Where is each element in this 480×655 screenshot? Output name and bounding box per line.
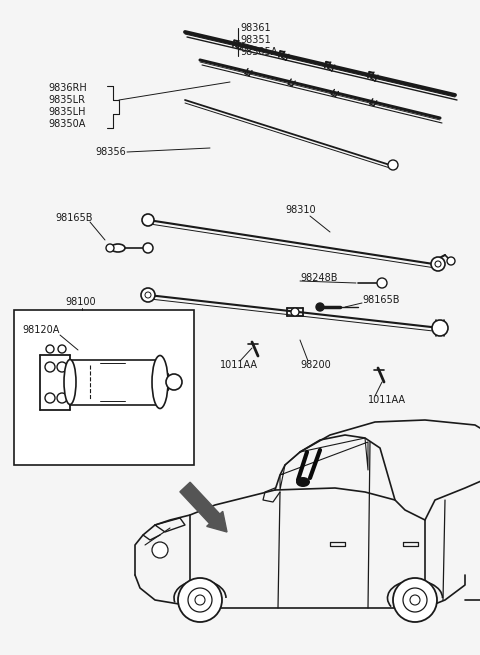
Ellipse shape [296, 477, 310, 487]
Circle shape [432, 320, 448, 336]
Circle shape [188, 588, 212, 612]
Text: 9835LH: 9835LH [48, 107, 85, 117]
Text: 98165B: 98165B [362, 295, 399, 305]
Text: 98165B: 98165B [55, 213, 93, 223]
Circle shape [291, 308, 299, 316]
Circle shape [178, 578, 222, 622]
Circle shape [57, 362, 67, 372]
Ellipse shape [152, 356, 168, 409]
Circle shape [388, 160, 398, 170]
FancyArrow shape [180, 482, 227, 532]
Circle shape [447, 257, 455, 265]
Circle shape [145, 292, 151, 298]
Circle shape [46, 345, 54, 353]
Bar [14, 310, 194, 465]
Circle shape [143, 243, 153, 253]
Circle shape [393, 578, 437, 622]
Text: 9835LR: 9835LR [48, 95, 85, 105]
Circle shape [431, 257, 445, 271]
Circle shape [142, 214, 154, 226]
Text: 1011AA: 1011AA [220, 360, 258, 370]
Circle shape [57, 393, 67, 403]
Circle shape [141, 288, 155, 302]
Text: 98350A: 98350A [48, 119, 85, 129]
Text: 98361: 98361 [240, 23, 271, 33]
Circle shape [377, 278, 387, 288]
Bar [70, 360, 160, 405]
Text: 1011AA: 1011AA [368, 395, 406, 405]
Text: 98100: 98100 [65, 297, 96, 307]
Text: 98120A: 98120A [22, 325, 60, 335]
Text: 98305A: 98305A [240, 47, 277, 57]
Text: 9836RH: 9836RH [48, 83, 87, 93]
Circle shape [403, 588, 427, 612]
Ellipse shape [111, 244, 125, 252]
Text: 98200: 98200 [300, 360, 331, 370]
Circle shape [435, 261, 441, 267]
Circle shape [45, 393, 55, 403]
Circle shape [58, 345, 66, 353]
Circle shape [410, 595, 420, 605]
Text: 98248B: 98248B [300, 273, 337, 283]
Text: 98310: 98310 [285, 205, 316, 215]
Circle shape [45, 362, 55, 372]
Circle shape [316, 303, 324, 311]
Text: 98356: 98356 [95, 147, 126, 157]
Circle shape [166, 374, 182, 390]
Circle shape [106, 244, 114, 252]
Circle shape [195, 595, 205, 605]
Circle shape [152, 542, 168, 558]
Text: 98351: 98351 [240, 35, 271, 45]
Ellipse shape [64, 360, 76, 405]
